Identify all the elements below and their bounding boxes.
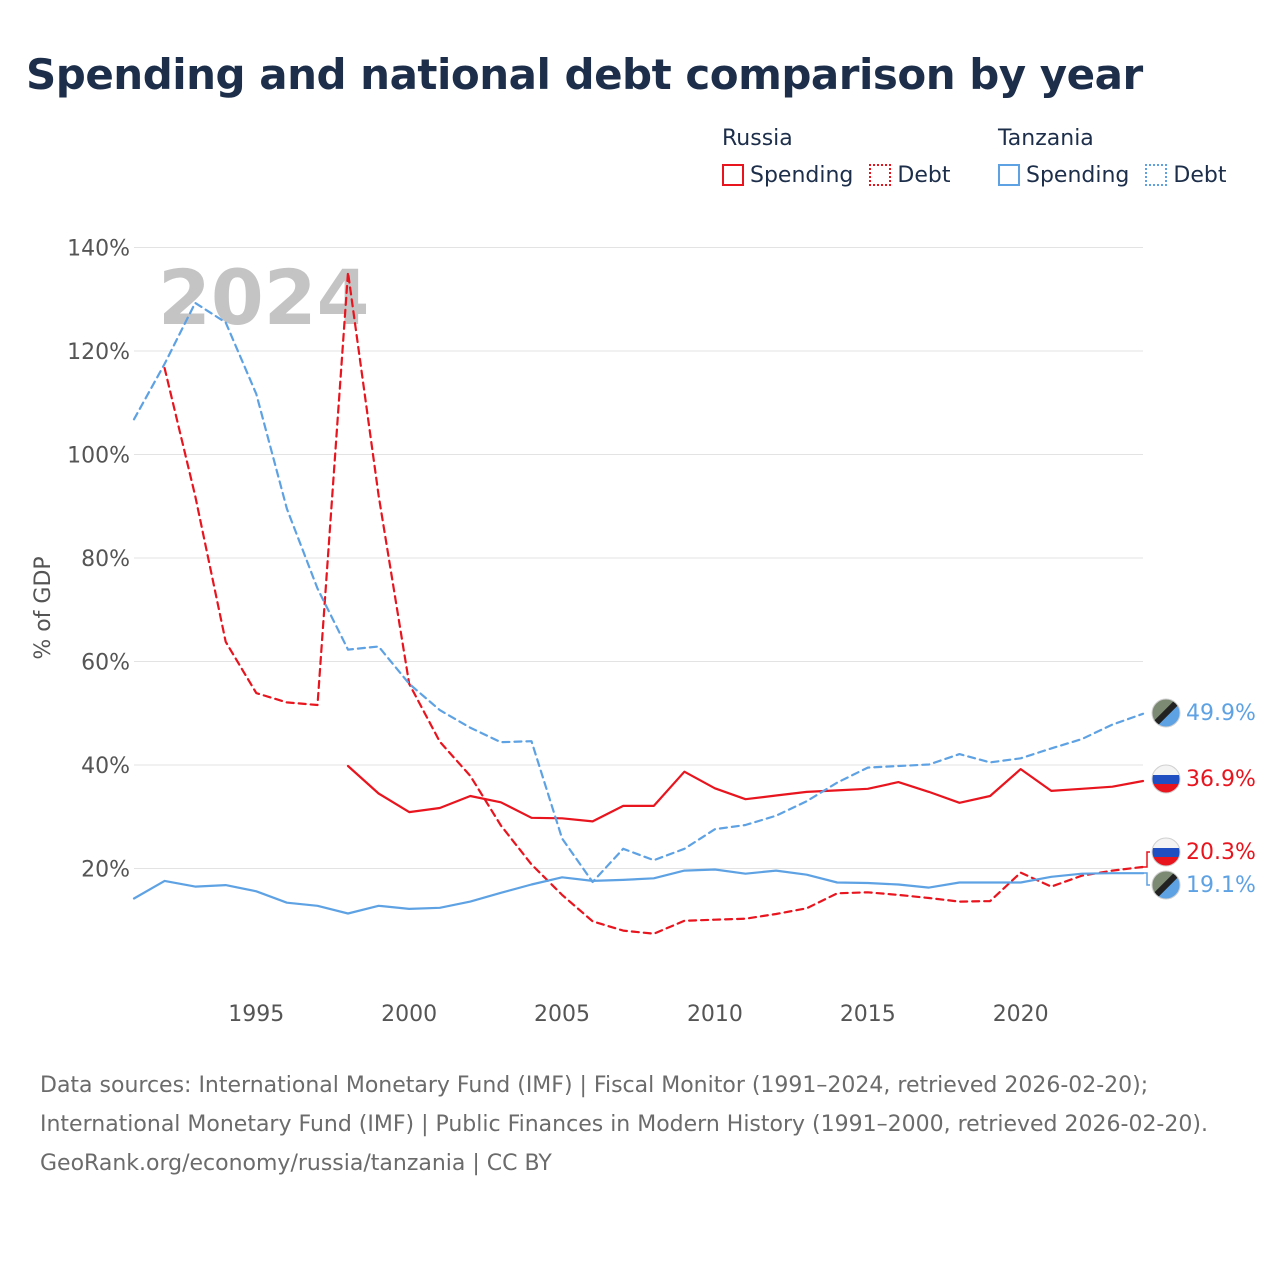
end-label-russia-spending: 36.9% [1186,767,1256,792]
data-sources-text: Data sources: International Monetary Fun… [40,1073,1208,1137]
tanzania-flag-icon [1151,870,1181,900]
legend-tanzania-debt[interactable]: Debt [1145,163,1226,188]
legend-swatch-solid-red [722,164,744,186]
legend-group-russia: Russia Spending Debt [722,124,950,192]
legend-russia-debt[interactable]: Debt [869,163,950,188]
year-watermark: 2024 [158,253,370,342]
y-tick-label: 100% [67,444,130,469]
chart-title: Spending and national debt comparison by… [26,50,1143,99]
series-line-russia-debt[interactable] [163,271,1145,935]
y-tick-label: 140% [67,237,130,262]
y-tick-label: 120% [67,340,130,365]
tanzania-flag-icon [1151,698,1181,728]
x-tick-label: 2000 [381,1002,437,1027]
legend-tanzania-spending[interactable]: Spending [998,163,1129,188]
line-chart: 2024 1995 2000 2005 2010 2015 2020 20% 40% 60% 8… [31,237,1256,1028]
x-tick-label: 2010 [687,1002,743,1027]
legend-russia-spending[interactable]: Spending [722,163,853,188]
russia-flag-icon [1151,764,1181,794]
leader-russia-debt [1143,851,1150,868]
legend-label: Spending [1026,162,1130,188]
credit-link[interactable]: GeoRank.org/economy/russia/tanzania | CC… [40,1151,552,1176]
footer: Data sources: International Monetary Fun… [40,1066,1240,1183]
x-tick-label: 2005 [534,1002,590,1027]
x-tick-label: 2020 [993,1002,1049,1027]
end-label-tanzania-debt: 49.9% [1186,701,1256,726]
leader-tanzania-spending [1143,872,1150,886]
x-tick-label: 2015 [840,1002,896,1027]
legend-label: Debt [1173,162,1227,188]
legend-swatch-solid-blue [998,164,1020,186]
y-tick-label: 40% [81,754,130,779]
y-tick-label: 60% [81,651,130,676]
y-axis-label: % of GDP [31,556,56,659]
y-tick-label: 80% [81,547,130,572]
x-tick-label: 1995 [228,1002,284,1027]
legend-label: Debt [897,162,951,188]
end-label-tanzania-spending: 19.1% [1186,873,1256,898]
legend-swatch-dotted-blue [1145,164,1168,186]
series-line-russia-spending[interactable] [346,764,1145,823]
series-line-tanzania-spending[interactable] [132,868,1145,915]
legend-country-tanzania: Tanzania [998,126,1094,151]
legend-label: Spending [750,162,854,188]
legend-group-tanzania: Tanzania Spending Debt [998,124,1226,192]
end-label-russia-debt: 20.3% [1186,840,1256,865]
legend-swatch-dotted-red [869,164,892,186]
series-line-tanzania-debt[interactable] [132,301,1145,884]
legend-country-russia: Russia [722,126,793,151]
russia-flag-icon [1151,837,1181,867]
y-tick-label: 20% [81,858,130,883]
